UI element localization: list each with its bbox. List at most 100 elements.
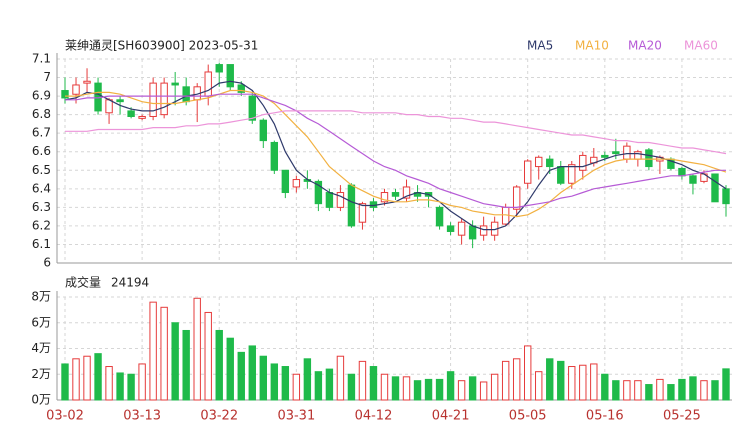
chart-title: 莱绅通灵[SH603900] 2023-05-31 <box>65 39 258 53</box>
ma-line <box>65 93 726 208</box>
candle-body <box>535 156 543 168</box>
volume-bar <box>292 373 301 401</box>
legend-label: MA5 <box>527 39 553 53</box>
x-tick-label: 03-02 <box>46 409 84 424</box>
candle-body <box>204 71 212 97</box>
volume-bar <box>358 360 367 401</box>
volume-bar <box>524 345 532 401</box>
volume-bar <box>138 363 146 401</box>
x-tick-label: 05-05 <box>509 409 547 424</box>
volume-bar <box>700 380 708 401</box>
candle-body <box>336 192 345 208</box>
y-tick-label: 6.8 <box>32 107 51 121</box>
volume-tick-label: 4万 <box>31 341 51 355</box>
volume-bar <box>391 376 400 401</box>
candle-body <box>105 99 113 114</box>
candle-body <box>645 149 653 168</box>
volume-bar <box>579 364 587 401</box>
volume-bar <box>259 355 268 401</box>
volume-bar <box>94 353 102 401</box>
y-tick-label: 6.7 <box>32 126 51 140</box>
candle-body <box>524 160 532 184</box>
volume-bar <box>711 380 719 401</box>
ma-line <box>65 110 727 155</box>
candle-body <box>215 64 223 73</box>
volume-tick-label: 8万 <box>31 290 51 304</box>
candle-body <box>237 84 245 93</box>
x-tick-label: 04-21 <box>432 409 470 424</box>
candle-body <box>579 154 587 171</box>
volume-tick-label: 0万 <box>31 393 51 407</box>
volume-last: 24194 <box>111 276 149 290</box>
volume-bar <box>590 363 598 401</box>
y-tick-label: 6.4 <box>32 181 51 195</box>
candle-body <box>292 179 301 188</box>
volume-bar <box>678 378 686 401</box>
candle-body <box>568 164 576 184</box>
candle-body <box>512 186 521 210</box>
candle-body <box>347 184 356 227</box>
candle-body <box>127 110 135 117</box>
volume-bar <box>612 380 620 401</box>
volume-bar <box>226 337 234 401</box>
y-tick-label: 6.5 <box>32 163 51 177</box>
volume-bar <box>61 363 69 401</box>
volume-bar <box>149 301 157 401</box>
volume-bar <box>468 376 477 401</box>
volume-bar <box>270 363 279 401</box>
candle-body <box>601 154 609 158</box>
y-tick-label: 7 <box>43 70 51 84</box>
x-tick-label: 05-16 <box>586 409 624 424</box>
candle-body <box>358 203 367 223</box>
volume-bar <box>215 329 223 401</box>
volume-bar <box>193 297 201 401</box>
volume-bar <box>457 380 466 401</box>
legend-label: MA60 <box>684 39 718 53</box>
candle-body <box>226 64 234 88</box>
candle-body <box>479 225 488 236</box>
y-tick-label: 6.9 <box>32 89 51 103</box>
candle-body <box>711 173 719 203</box>
candle-body <box>678 167 686 177</box>
volume-bar <box>105 366 113 401</box>
volume-bar <box>446 371 455 401</box>
candle-body <box>116 99 124 103</box>
candle-body <box>325 192 334 208</box>
candle-body <box>149 82 157 117</box>
candle-body <box>446 225 455 232</box>
candle-body <box>83 80 91 84</box>
ma-line <box>65 89 727 218</box>
y-tick-label: 6.1 <box>32 237 51 251</box>
volume-bar <box>501 360 510 401</box>
candle-body <box>402 186 411 199</box>
legend-label: MA10 <box>575 39 609 53</box>
volume-bar <box>645 384 653 401</box>
volume-bar <box>72 358 80 401</box>
y-tick-label: 6.6 <box>32 144 51 158</box>
candle-body <box>634 151 642 160</box>
candle-body <box>435 206 444 227</box>
candle-body <box>248 95 256 121</box>
volume-bar <box>689 376 697 401</box>
candle-body <box>722 188 730 205</box>
volume-bar <box>347 373 356 401</box>
volume-bar <box>435 378 444 401</box>
volume-bar <box>667 384 675 401</box>
volume-bar <box>535 371 543 401</box>
volume-bar <box>601 373 609 401</box>
volume-bar <box>402 376 411 401</box>
volume-bar <box>369 366 378 401</box>
volume-bar <box>568 366 576 401</box>
volume-tick-label: 6万 <box>31 315 51 329</box>
y-tick-label: 7.1 <box>32 52 51 66</box>
y-tick-label: 6 <box>43 256 51 270</box>
candle-body <box>380 192 389 203</box>
candle-body <box>557 166 565 184</box>
legend-label: MA20 <box>628 39 662 53</box>
volume-bar <box>127 373 135 401</box>
candle-body <box>457 221 466 236</box>
volume-bar <box>479 381 488 401</box>
x-tick-label: 03-31 <box>277 409 315 424</box>
candle-body <box>468 225 477 240</box>
candle-body <box>259 119 268 142</box>
